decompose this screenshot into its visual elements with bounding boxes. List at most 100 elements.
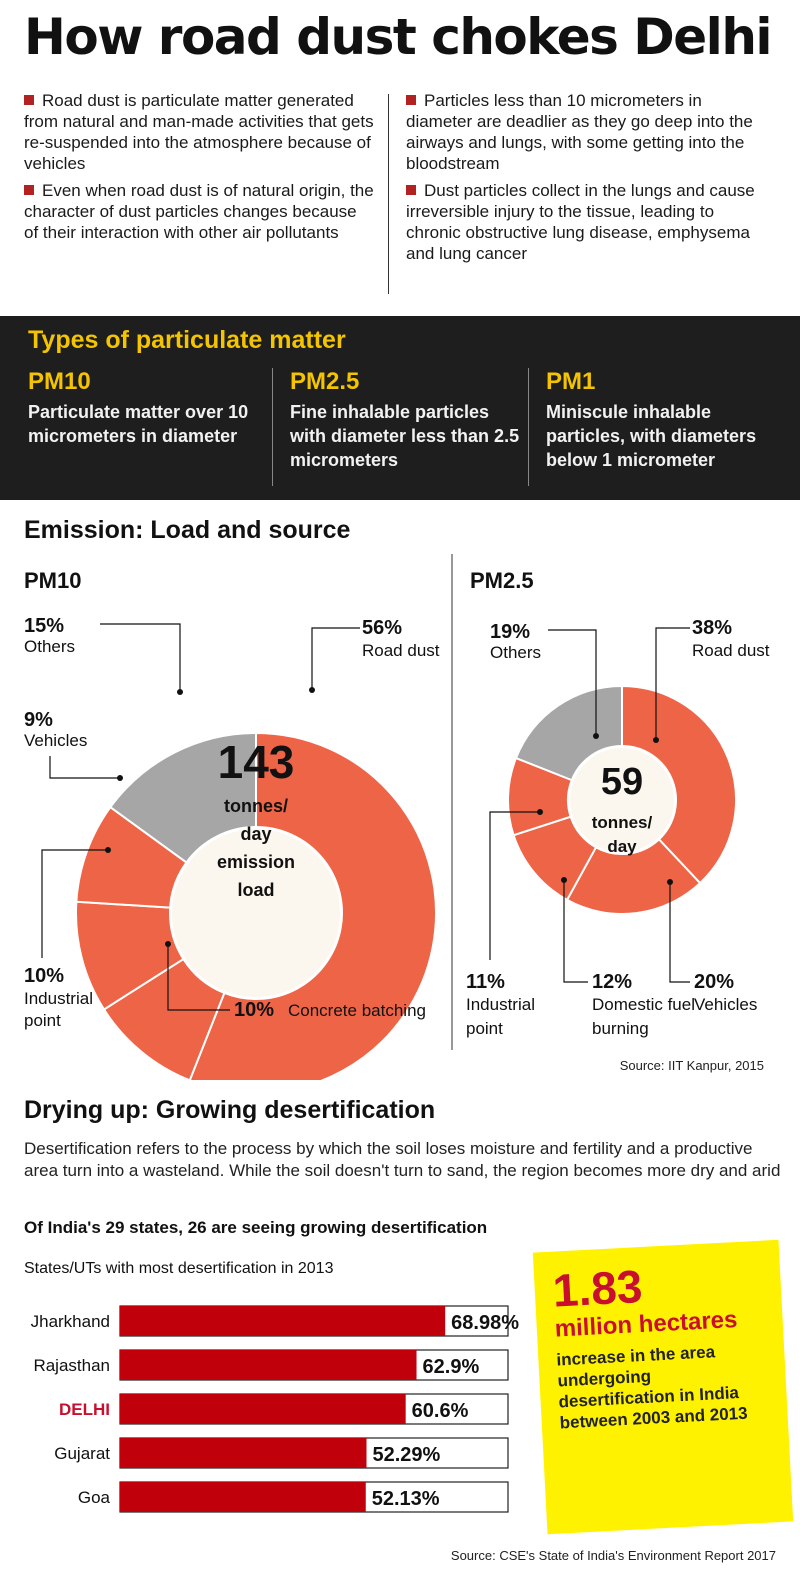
bullet-text: Even when road dust is of natural origin… — [24, 181, 374, 242]
leader-dot — [653, 737, 659, 743]
desertification-description: Desertification refers to the process by… — [24, 1139, 781, 1180]
pm-type-desc: Miniscule inhalable particles, with diam… — [546, 402, 757, 470]
bullet-column-left: Road dust is particulate matter generate… — [24, 90, 374, 249]
slice-name-label: Domestic fuel — [592, 995, 695, 1014]
slice-name-label: Road dust — [362, 641, 440, 660]
pm-types-panel: Types of particulate matter PM10 Particu… — [0, 316, 800, 500]
bullet-item: Particles less than 10 micrometers in di… — [406, 90, 766, 174]
slice-percent-label: 11% — [466, 971, 505, 993]
pm-type-pm25: PM2.5 Fine inhalable particles with diam… — [290, 368, 530, 472]
leader-line — [489, 811, 540, 960]
bar-category-label: Jharkhand — [31, 1312, 110, 1331]
bullet-text: Particles less than 10 micrometers in di… — [406, 91, 753, 173]
slice-percent-label: 19% — [490, 621, 530, 643]
pm-type-desc: Fine inhalable particles with diameter l… — [290, 402, 520, 470]
slice-percent-label: 20% — [694, 971, 734, 993]
donut-slice — [621, 684, 737, 885]
pm-divider — [528, 368, 529, 486]
pm-type-pm10: PM10 Particulate matter over 10 micromet… — [28, 368, 268, 448]
slice-name-label: point — [466, 1019, 503, 1038]
column-divider — [388, 94, 389, 294]
bar — [120, 1438, 367, 1468]
donut-center — [570, 748, 674, 852]
leader-line — [167, 944, 230, 1011]
pm-types-title: Types of particulate matter — [28, 326, 346, 354]
donut-pm10: PM10 143 tonnes/day emission load 56% Road dus… — [24, 568, 440, 1080]
desertification-source: Source: CSE's State of India's Environme… — [450, 1548, 776, 1563]
bullet-square-icon — [406, 185, 416, 195]
donut-center-label: tonnes/ — [224, 796, 288, 816]
callout-text: increase in the area undergoing desertif… — [555, 1342, 749, 1433]
leader-line — [563, 880, 588, 983]
bar — [120, 1306, 446, 1336]
leader-line — [100, 623, 181, 692]
bullet-square-icon — [24, 185, 34, 195]
slice-percent-label: 38% — [692, 617, 732, 639]
slice-percent-label: 9% — [24, 709, 53, 731]
leader-line — [49, 756, 120, 779]
donut-slice — [188, 731, 437, 1080]
slice-percent-label: 15% — [24, 615, 64, 637]
donut-center-label: day — [240, 824, 271, 844]
slice-name-label: Industrial — [24, 989, 93, 1008]
pm-divider — [272, 368, 273, 486]
emission-charts: PM10 143 tonnes/day emission load 56% Road dus… — [0, 550, 800, 1080]
bar-value-label: 62.9% — [423, 1356, 480, 1378]
slice-name-label: point — [24, 1011, 61, 1030]
leader-dot — [165, 941, 171, 947]
slice-percent-label: 10% — [24, 965, 64, 987]
pm-type-name: PM2.5 — [290, 368, 360, 395]
leader-line — [655, 627, 690, 740]
intro-bullets: Road dust is particulate matter generate… — [24, 90, 784, 300]
leader-line — [548, 629, 597, 736]
slice-percent-label: 12% — [592, 971, 632, 993]
slice-name-label: Concrete batching — [288, 1001, 426, 1020]
bullet-item: Road dust is particulate matter generate… — [24, 90, 374, 174]
bar-value-label: 68.98% — [451, 1312, 519, 1334]
pm-type-desc: Particulate matter over 10 micrometers i… — [28, 402, 249, 446]
bar-category-label: DELHI — [59, 1400, 110, 1419]
emission-source: Source: IIT Kanpur, 2015 — [619, 1058, 764, 1073]
leader-line — [669, 882, 690, 983]
bullet-column-right: Particles less than 10 micrometers in di… — [406, 90, 766, 270]
leader-dot — [309, 687, 315, 693]
donut-center-label: load — [237, 880, 274, 900]
leader-dot — [561, 877, 567, 883]
slice-name-label: burning — [592, 1019, 649, 1038]
pm-type-name: PM10 — [28, 368, 91, 395]
leader-dot — [177, 689, 183, 695]
bar — [120, 1482, 366, 1512]
slice-name-label: Vehicles — [694, 995, 757, 1014]
bullet-item: Even when road dust is of natural origin… — [24, 180, 374, 243]
leader-line — [41, 849, 108, 958]
donut-title: PM10 — [24, 568, 81, 593]
bar-value-label: 52.29% — [373, 1444, 441, 1466]
slice-percent-label: 10% — [234, 999, 274, 1021]
pm-type-name: PM1 — [546, 368, 596, 395]
donut-center-label: day — [607, 837, 637, 856]
donut-center-label: emission — [217, 852, 295, 872]
page-title: How road dust chokes Delhi — [24, 8, 773, 66]
emission-title: Emission: Load and source — [24, 516, 351, 544]
slice-name-label: Others — [490, 643, 541, 662]
pm-type-pm1: PM1 Miniscule inhalable particles, with … — [546, 368, 786, 472]
bar-category-label: Rajasthan — [33, 1356, 110, 1375]
slice-name-label: Others — [24, 637, 75, 656]
donut-title: PM2.5 — [470, 568, 534, 593]
bar-value-label: 60.6% — [412, 1400, 469, 1422]
callout-box: 1.83 million hectares increase in the ar… — [532, 1239, 794, 1535]
bar — [120, 1350, 417, 1380]
bar-value-label: 52.13% — [372, 1488, 440, 1510]
bullet-square-icon — [24, 95, 34, 105]
leader-dot — [105, 847, 111, 853]
bar-category-label: Goa — [78, 1488, 111, 1507]
leader-line — [311, 627, 360, 690]
donut-pm25: PM2.5 59 tonnes/day 38% Road dust 20% Vehicles… — [466, 568, 770, 1038]
bullet-item: Dust particles collect in the lungs and … — [406, 180, 766, 264]
donut-center-value: 59 — [601, 761, 643, 803]
donut-slice — [565, 837, 702, 915]
donut-center-value: 143 — [218, 736, 295, 788]
bullet-square-icon — [406, 95, 416, 105]
bullet-text: Dust particles collect in the lungs and … — [406, 181, 755, 263]
leader-dot — [117, 775, 123, 781]
